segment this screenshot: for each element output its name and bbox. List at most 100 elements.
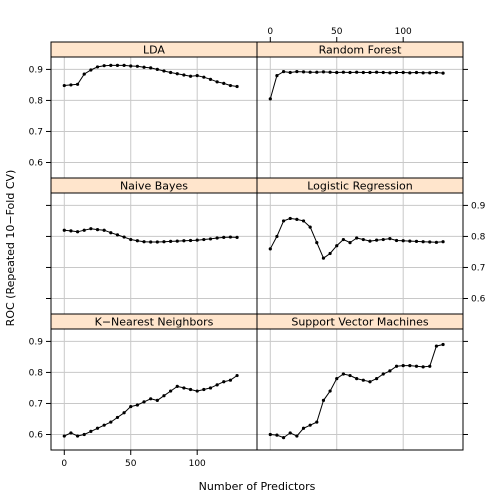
random-forest-point (341, 70, 345, 74)
naive-bayes-point (129, 237, 133, 242)
random-forest-point (301, 70, 306, 74)
random-forest-point (355, 70, 359, 74)
logistic-regression-point (394, 238, 399, 243)
naive-bayes-point (75, 230, 80, 234)
k-nearest-neighbors-point (149, 397, 153, 401)
k-nearest-neighbors-point (235, 373, 239, 378)
random-forest-panel-frame (256, 56, 464, 179)
logistic-regression-point (401, 239, 405, 243)
naive-bayes-point (149, 240, 153, 244)
naive-bayes-point (62, 228, 66, 232)
k-nearest-neighbors-point (135, 403, 139, 407)
k-nearest-neighbors-point (102, 423, 106, 427)
lda-point (149, 66, 153, 70)
random-forest-panel-title: Random Forest (319, 44, 402, 57)
logistic-regression-point (301, 219, 306, 223)
lda-point (202, 75, 206, 79)
logistic-regression-point (281, 219, 286, 223)
logistic-regression-point (414, 239, 419, 243)
logistic-regression-point (348, 241, 352, 245)
y-tick-label-right: 0.9 (471, 201, 486, 211)
lda-point (195, 74, 199, 78)
k-nearest-neighbors-point (82, 432, 86, 437)
support-vector-machines-series-line (270, 344, 444, 439)
naive-bayes-point (169, 239, 173, 243)
lda-point (188, 74, 193, 78)
k-nearest-neighbors-point (188, 387, 193, 392)
k-nearest-neighbors-point (169, 389, 173, 393)
naive-bayes-point (235, 235, 239, 239)
naive-bayes-point (122, 235, 126, 239)
grid-layer (51, 57, 463, 450)
random-forest-point (288, 70, 292, 75)
random-forest-series-line (269, 71, 444, 100)
frame-layer: LDA Random Forest Naive Bayes Logistic Regr… (50, 41, 464, 451)
y-tick-label-right: 0.8 (471, 232, 486, 242)
logistic-regression-point (295, 217, 299, 221)
naive-bayes-panel-frame (50, 192, 258, 315)
logistic-regression-point (275, 234, 279, 239)
k-nearest-neighbors-point (162, 394, 166, 398)
k-nearest-neighbors-point (129, 404, 133, 409)
naive-bayes-point (142, 240, 146, 244)
k-nearest-neighbors-point (195, 389, 199, 393)
logistic-regression-panel-frame (256, 192, 464, 315)
naive-bayes-point (115, 233, 120, 237)
naive-bayes-panel-title: Naive Bayes (120, 180, 188, 193)
random-forest-point (375, 70, 379, 74)
logistic-regression-point (268, 247, 272, 251)
support-vector-machines-point (408, 364, 412, 368)
naive-bayes-point (188, 238, 193, 243)
lda-point (129, 64, 133, 68)
lda-panel-title: LDA (143, 44, 165, 57)
support-vector-machines-panel-title: Support Vector Machines (291, 316, 429, 329)
logistic-regression-panel-title: Logistic Regression (307, 180, 413, 193)
random-forest-point (348, 70, 352, 75)
support-vector-machines-point (341, 372, 345, 376)
support-vector-machines-point (388, 369, 392, 373)
x-tick-label-bottom: 0 (61, 459, 67, 469)
k-nearest-neighbors-point (215, 383, 219, 387)
support-vector-machines-point (421, 365, 425, 369)
support-vector-machines-point (321, 398, 326, 402)
support-vector-machines-point (394, 364, 399, 368)
lda-point (228, 83, 233, 88)
k-nearest-neighbors-point (155, 398, 159, 402)
support-vector-machines-point (275, 433, 279, 437)
random-forest-point (394, 70, 399, 75)
random-forest-point (275, 74, 279, 78)
support-vector-machines-point (428, 364, 432, 368)
support-vector-machines-point (301, 426, 306, 430)
y-tick-label-left: 0.6 (29, 430, 44, 440)
lda-point (122, 63, 126, 67)
lda-point (135, 64, 139, 68)
naive-bayes-point (208, 237, 213, 241)
y-tick-label-left: 0.9 (29, 65, 44, 75)
naive-bayes-point (228, 235, 233, 239)
k-nearest-neighbors-point (182, 386, 186, 390)
naive-bayes-point (215, 236, 219, 240)
random-forest-point (441, 71, 445, 75)
support-vector-machines-point (308, 423, 312, 427)
k-nearest-neighbors-panel-frame (50, 328, 258, 451)
y-axis-label: ROC (Repeated 10−Fold CV) (4, 170, 17, 327)
k-nearest-neighbors-point (75, 434, 80, 438)
logistic-regression-point (368, 239, 372, 243)
random-forest-point (421, 71, 425, 75)
lda-point (142, 65, 146, 69)
logistic-regression-point (421, 240, 425, 244)
k-nearest-neighbors-point (228, 378, 233, 382)
random-forest-point (268, 97, 272, 101)
logistic-regression-point (335, 244, 339, 248)
k-nearest-neighbors-point (95, 426, 100, 430)
naive-bayes-point (109, 231, 113, 235)
y-tick-label-left: 0.6 (29, 158, 44, 168)
k-nearest-neighbors-point (62, 434, 66, 438)
random-forest-point (335, 70, 339, 75)
support-vector-machines-point (368, 380, 372, 384)
support-vector-machines-point (375, 377, 379, 381)
support-vector-machines-point (414, 364, 419, 368)
naive-bayes-point (175, 239, 179, 243)
k-nearest-neighbors-panel-title: K−Nearest Neighbors (95, 316, 214, 329)
